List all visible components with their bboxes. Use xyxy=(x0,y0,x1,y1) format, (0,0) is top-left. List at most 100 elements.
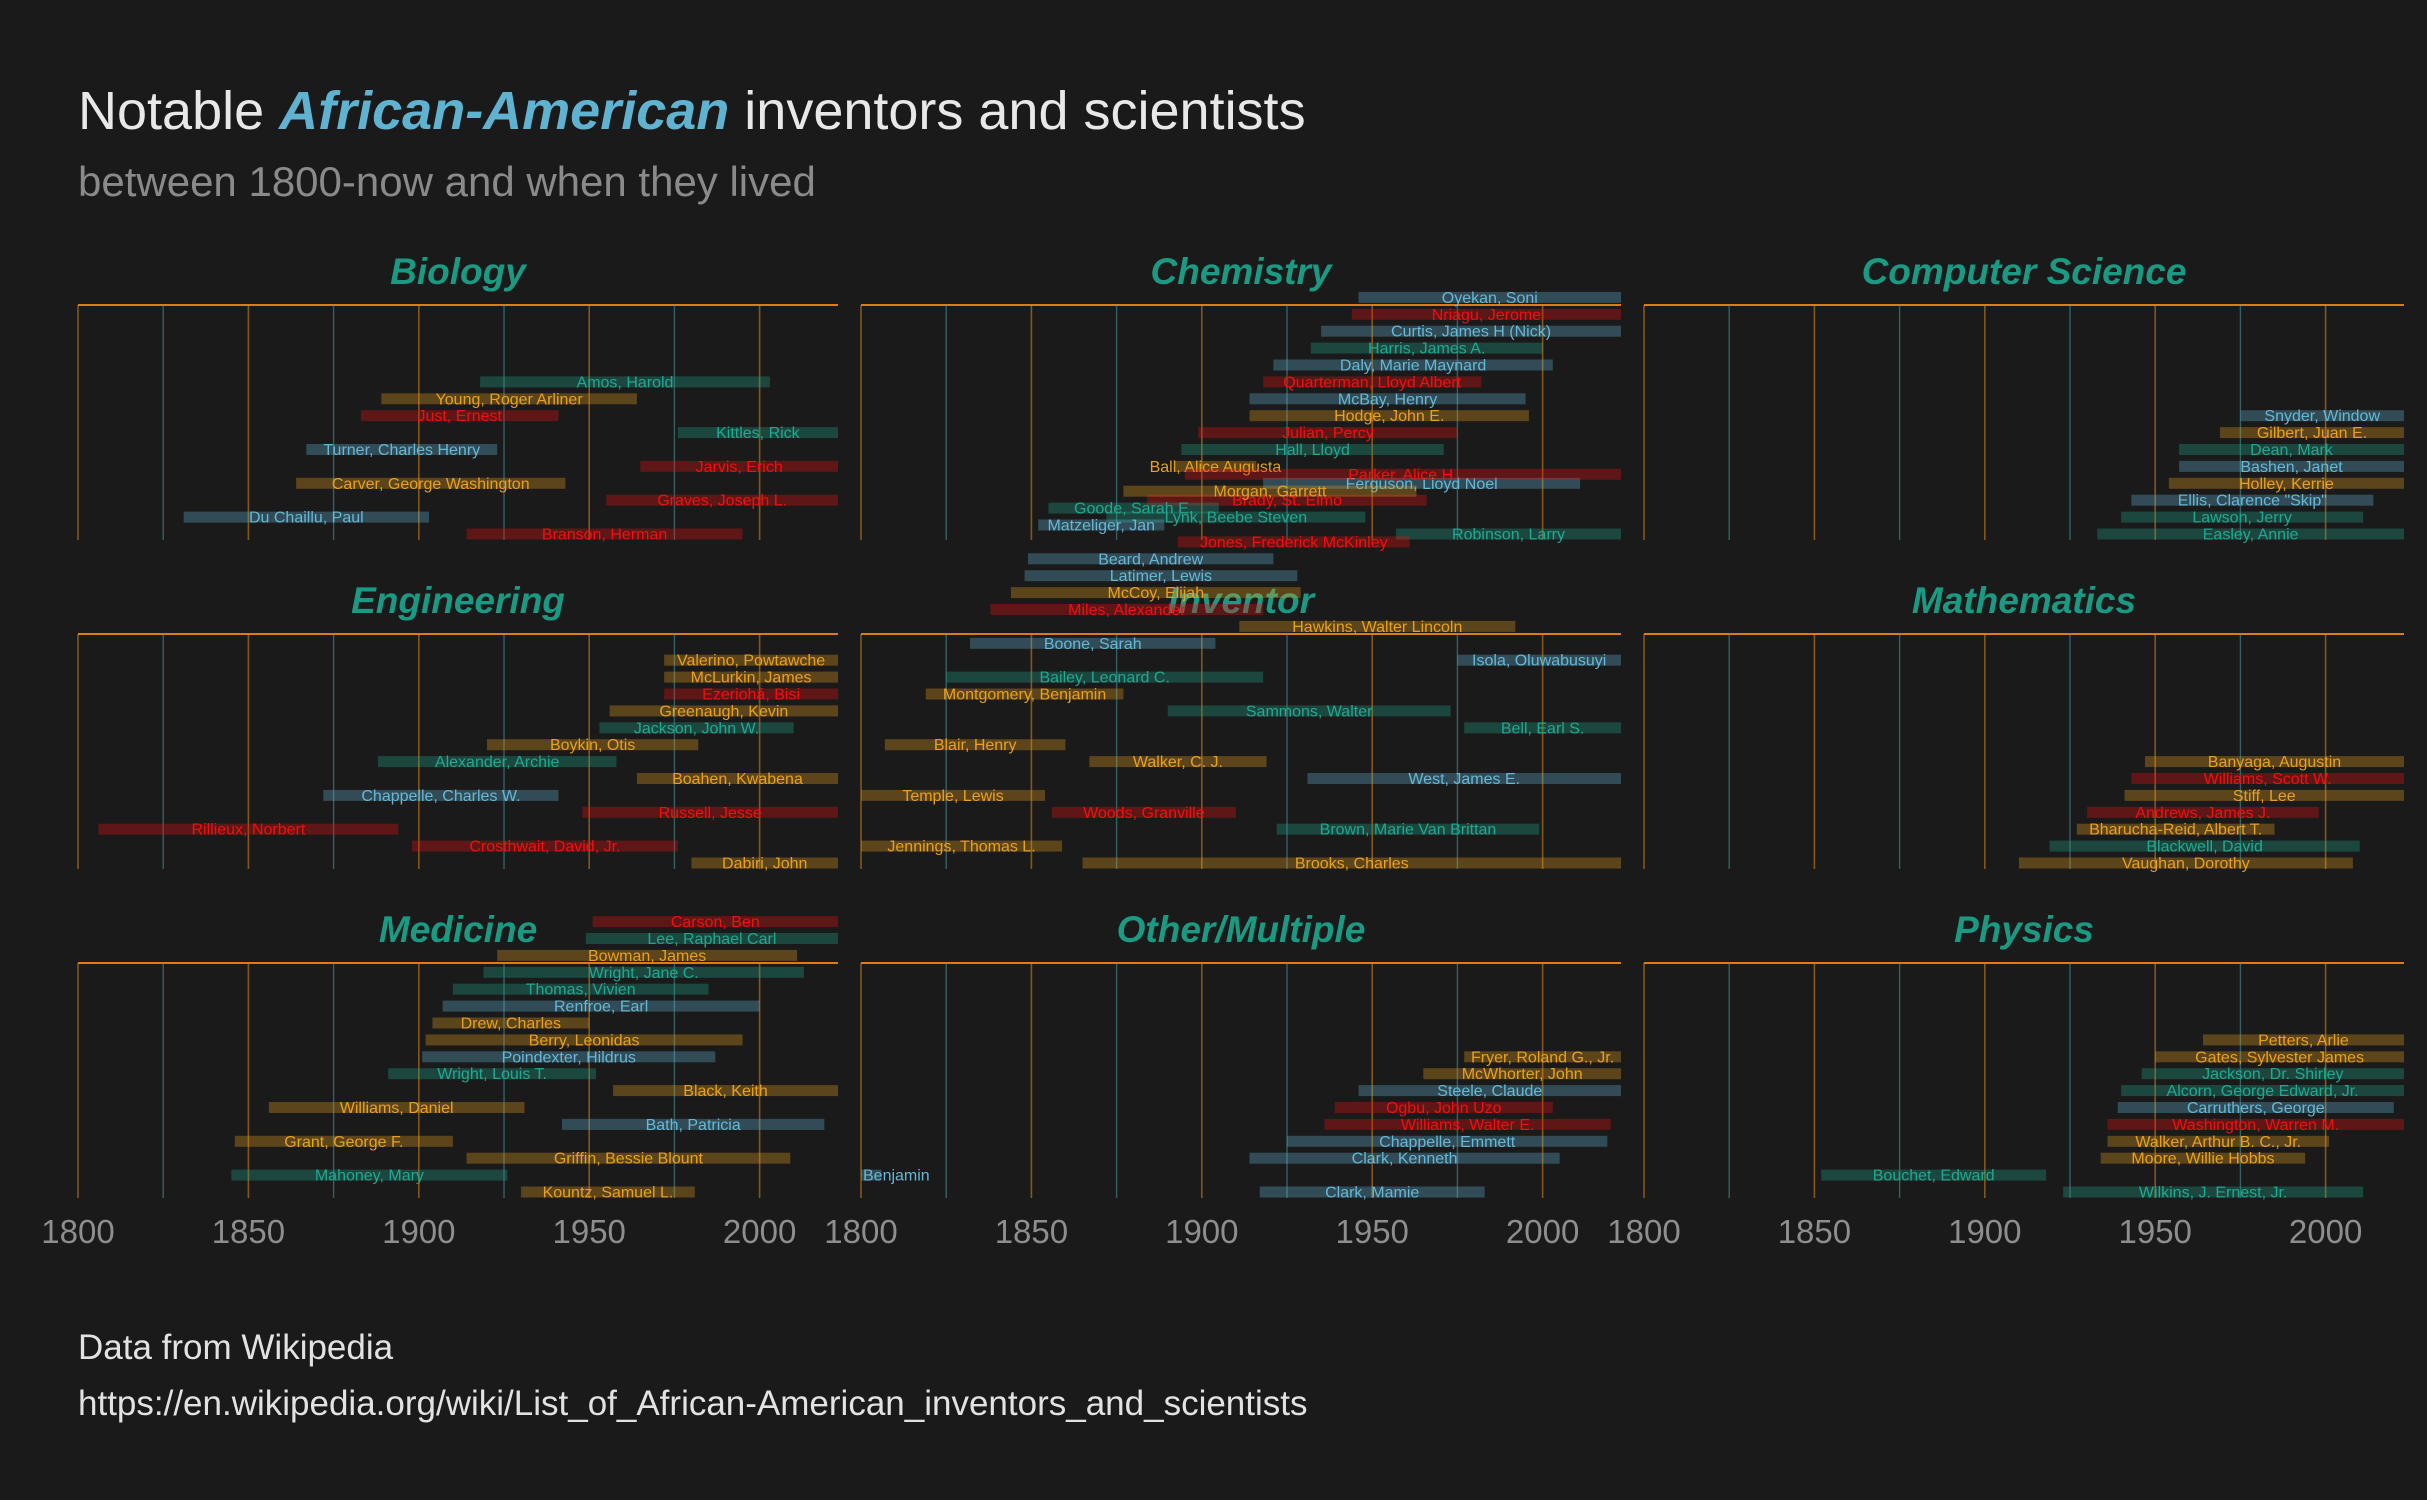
person-label: West, James E. xyxy=(1408,771,1520,788)
person-bar xyxy=(582,806,838,818)
x-tick-label: 2000 xyxy=(723,1213,796,1250)
person-bar xyxy=(1464,722,1621,734)
person-bar xyxy=(2124,789,2404,801)
person-label: Matzeliger, Jan xyxy=(1047,518,1155,535)
person-bar xyxy=(691,857,838,869)
person-label: Sammons, Walter xyxy=(1246,703,1373,720)
person-bar xyxy=(636,773,838,784)
person-bar xyxy=(1276,823,1540,835)
person-bar xyxy=(1198,427,1458,439)
person-label: Brown, Marie Van Brittan xyxy=(1320,822,1497,839)
person-bar xyxy=(497,949,798,961)
person-label: Carruthers, George xyxy=(2187,1100,2325,1117)
title-highlight: African-American xyxy=(279,81,730,141)
person-label: McBay, Henry xyxy=(1338,391,1437,408)
person-label: McCoy, Elijah xyxy=(1107,585,1204,602)
person-bar xyxy=(2121,511,2364,523)
person-label: Nriagu, Jerome xyxy=(1432,307,1541,324)
person-label: Jackson, John W. xyxy=(634,720,759,737)
person-label: Rillieux, Norbert xyxy=(191,822,305,839)
person-label: Drew, Charles xyxy=(461,1016,561,1033)
person-label: Ellis, Clarence "Skip" xyxy=(2178,493,2327,510)
person-label: Alexander, Archie xyxy=(435,754,560,771)
panel-title-mathematics: Mathematics xyxy=(1912,580,2136,621)
person-bar xyxy=(2100,1152,2306,1164)
person-label: Chappelle, Charles W. xyxy=(361,788,520,805)
person-label: Ezeriohá, Bisi xyxy=(702,687,800,704)
person-bar xyxy=(2049,840,2360,852)
person-label: Lee, Raphael Carl xyxy=(647,931,776,948)
x-tick-label: 2000 xyxy=(2289,1213,2362,1250)
person-label: Julian, Percy xyxy=(1282,425,1374,442)
person-bar xyxy=(442,1000,760,1012)
person-label: Quarterman, Lloyd Albert xyxy=(1283,374,1461,391)
person-bar xyxy=(360,410,559,422)
chart-title: Notable African-American inventors and s… xyxy=(78,80,1306,142)
person-bar xyxy=(1239,620,1516,632)
person-bar xyxy=(306,444,498,455)
person-label: Robinson, Larry xyxy=(1452,527,1565,544)
person-label: Isola, Oluwabusuyi xyxy=(1472,653,1606,670)
person-bar xyxy=(1821,1169,2047,1181)
person-bar xyxy=(990,604,1264,615)
person-bar xyxy=(1307,773,1621,784)
person-label: Bashen, Janet xyxy=(2240,459,2343,476)
person-label: Ogbu, John Uzo xyxy=(1386,1100,1502,1117)
person-label: Petters, Arlie xyxy=(2258,1032,2349,1049)
person-bar xyxy=(664,671,838,683)
person-bar xyxy=(1249,410,1529,422)
x-tick-label: 1850 xyxy=(995,1213,1068,1250)
person-bar xyxy=(1358,1085,1621,1097)
person-bar xyxy=(2018,857,2353,869)
person-label: Goode, Sarah E. xyxy=(1074,501,1193,518)
person-bar xyxy=(1027,553,1274,565)
person-bar xyxy=(1177,536,1410,548)
person-label: Easley, Annie xyxy=(2203,527,2299,544)
person-label: Brady, St. Elmo xyxy=(1232,493,1342,510)
person-bar xyxy=(422,1051,716,1063)
person-label: Mahoney, Mary xyxy=(315,1168,424,1185)
person-bar xyxy=(466,528,743,540)
person-label: Turner, Charles Henry xyxy=(323,442,480,459)
person-label: Branson, Herman xyxy=(542,527,667,544)
person-label: Temple, Lewis xyxy=(902,788,1003,805)
person-bar xyxy=(323,789,559,801)
person-bar xyxy=(411,840,678,852)
person-bar xyxy=(2087,806,2319,818)
person-bar xyxy=(599,722,794,734)
person-bar xyxy=(2219,427,2404,439)
person-bar xyxy=(2107,1118,2404,1130)
person-label: Steele, Claude xyxy=(1437,1083,1542,1100)
person-bar xyxy=(268,1102,525,1113)
person-label: Berry, Leonidas xyxy=(529,1032,640,1049)
person-bar xyxy=(1287,1135,1608,1147)
person-label: Wright, Jane C. xyxy=(589,965,699,982)
person-bar xyxy=(183,511,430,523)
person-bar xyxy=(1263,376,1482,388)
person-bar xyxy=(2202,1034,2404,1046)
panel-title-chemistry: Chemistry xyxy=(1151,251,1334,292)
panel-title-computer-science: Computer Science xyxy=(1862,251,2187,292)
person-label: Oyekan, Soni xyxy=(1442,290,1538,307)
person-bar xyxy=(296,477,566,489)
person-label: Harris, James A. xyxy=(1368,341,1485,358)
person-bar xyxy=(592,916,838,928)
panel-title-biology: Biology xyxy=(390,251,528,292)
person-bar xyxy=(1464,1051,1621,1063)
person-label: Vaughan, Dorothy xyxy=(2122,856,2250,873)
person-label: Crosthwait, David, Jr. xyxy=(469,839,620,856)
person-label: Boykin, Otis xyxy=(550,737,635,754)
person-label: Williams, Walter E. xyxy=(1401,1117,1535,1134)
person-label: Jennings, Thomas L. xyxy=(887,839,1035,856)
person-label: Chappelle, Emmett xyxy=(1379,1134,1516,1151)
person-bar xyxy=(2117,1102,2394,1113)
person-label: Ball, Alice Augusta xyxy=(1150,459,1282,476)
person-bar xyxy=(1334,1102,1553,1113)
person-label: Washington, Warren M. xyxy=(2172,1117,2339,1134)
person-label: Bowman, James xyxy=(588,948,706,965)
person-bar xyxy=(2144,756,2404,768)
person-bar xyxy=(1324,1118,1611,1130)
person-bar xyxy=(1396,528,1621,540)
person-label: Walker, Arthur B. C., Jr. xyxy=(2135,1134,2301,1151)
person-label: Dabiri, John xyxy=(722,856,807,873)
